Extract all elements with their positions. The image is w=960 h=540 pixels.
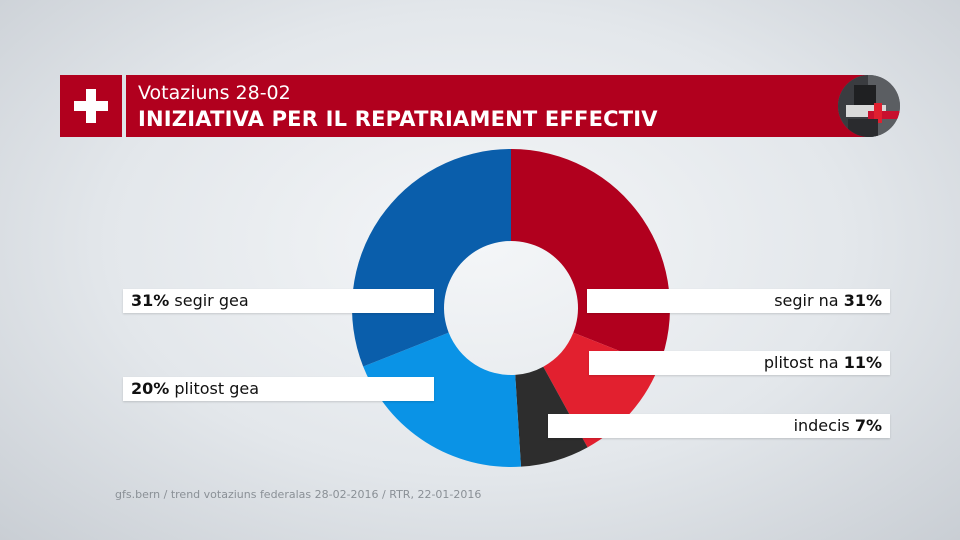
label-segir-gea-text: segir gea [174,291,249,310]
source-note: gfs.bern / trend votaziuns federalas 28-… [115,488,482,501]
label-segir-na-text: segir na [774,291,839,310]
donut-slice-plitost-gea [363,332,521,467]
label-segir-na-value: 31% [843,291,882,310]
header-subtitle: Votaziuns 28-02 [138,82,291,104]
label-plitost-na-text: plitost na [763,353,839,372]
label-segir-na: segir na 31% [587,289,890,313]
label-indecis: indecis 7% [548,414,890,438]
swiss-flag-icon [60,75,122,137]
label-indecis-text: indecis [793,416,850,435]
label-plitost-gea-value: 20% [131,379,170,398]
label-plitost-na-value: 11% [843,353,882,372]
label-segir-gea: 31% segir gea [123,289,434,313]
header-title: INIZIATIVA PER IL REPATRIAMENT EFFECTIV [138,107,658,131]
label-indecis-value: 7% [854,416,882,435]
label-plitost-na: plitost na 11% [589,351,890,375]
label-plitost-gea: 20% plitost gea [123,377,434,401]
label-segir-gea-value: 31% [131,291,170,310]
label-plitost-gea-text: plitost gea [174,379,259,398]
donut-slice-segir-gea [351,149,511,367]
header-bar: Votaziuns 28-02 INIZIATIVA PER IL REPATR… [126,75,868,137]
donut-slice-segir-na [511,149,670,367]
